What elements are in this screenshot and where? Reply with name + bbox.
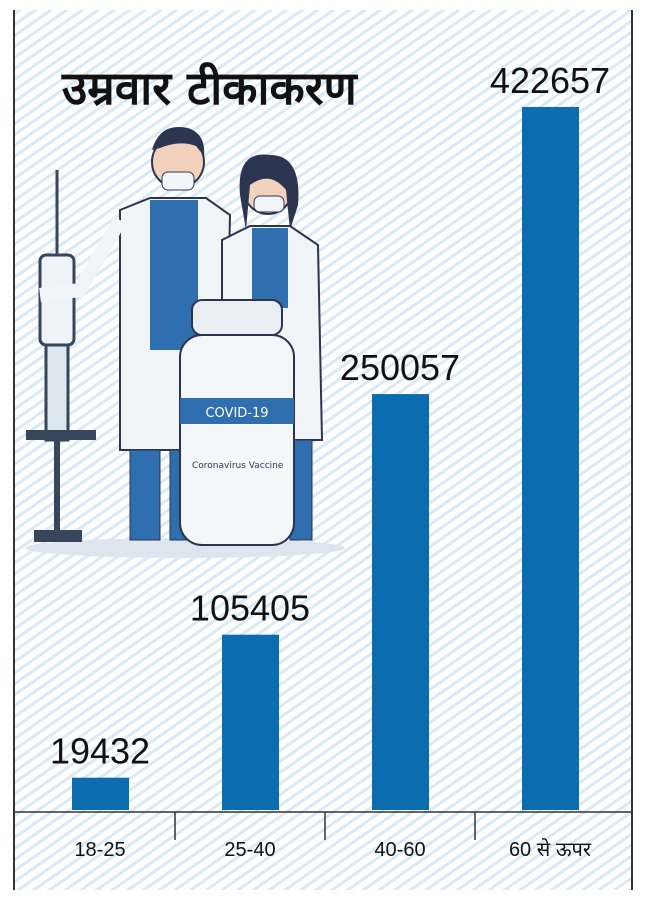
doctor-scrubs: [252, 228, 288, 308]
value-label: 105405: [190, 588, 310, 629]
illustration: COVID-19 Coronavirus Vaccine: [25, 126, 345, 558]
x-tick-label: 18-25: [74, 839, 125, 861]
vial-label: COVID-19: [205, 406, 268, 421]
doctor-leg: [129, 449, 161, 541]
syringe-plunger: [44, 343, 70, 442]
x-tick-label: 60 से ऊपर: [509, 838, 592, 861]
syringe-grip: [26, 430, 96, 440]
doctor-hair: [152, 126, 205, 156]
bar: [372, 394, 429, 810]
doctor-scrubs: [150, 200, 198, 350]
vial-text: Coronavirus Vaccine: [192, 461, 284, 471]
bar: [72, 777, 129, 810]
vial-cap: [191, 299, 283, 336]
value-label: 250057: [340, 347, 460, 388]
value-label: 422657: [490, 60, 610, 101]
vial-body: [179, 334, 295, 546]
x-tick-label: 25-40: [224, 839, 275, 861]
chart-title: उम्रवार टीकाकरण: [61, 61, 359, 115]
x-tick-label: 40-60: [374, 839, 425, 861]
bar: [522, 107, 579, 810]
bar: [222, 634, 279, 810]
vial-band: [180, 398, 294, 424]
syringe-base: [34, 530, 82, 542]
doctor-arm: [39, 216, 127, 302]
value-label: 19432: [50, 731, 150, 772]
doctor-mask: [161, 171, 195, 191]
doctor-mask: [253, 195, 285, 213]
doctor-hair: [239, 154, 299, 230]
